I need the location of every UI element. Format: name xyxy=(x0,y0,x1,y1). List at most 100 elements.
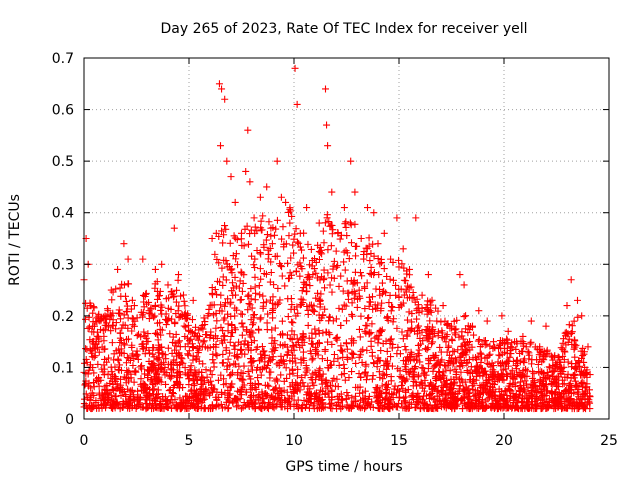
data-point xyxy=(227,370,235,378)
data-point xyxy=(495,351,503,359)
data-point xyxy=(172,310,180,318)
data-point xyxy=(328,396,336,404)
data-point xyxy=(214,376,222,384)
data-point xyxy=(124,368,132,376)
data-point xyxy=(536,343,544,351)
data-point xyxy=(309,271,317,279)
data-point xyxy=(269,353,277,361)
data-point xyxy=(163,316,171,324)
data-point xyxy=(231,304,239,312)
data-point xyxy=(232,250,240,258)
data-point xyxy=(519,332,527,340)
data-point xyxy=(156,325,164,333)
data-point xyxy=(293,380,301,388)
data-point xyxy=(333,263,341,271)
data-point xyxy=(273,375,281,383)
data-point xyxy=(221,302,229,310)
data-point xyxy=(418,364,426,372)
data-point xyxy=(158,349,166,357)
data-point xyxy=(128,386,136,394)
data-point xyxy=(458,405,466,413)
data-point xyxy=(292,225,300,233)
data-point xyxy=(284,313,292,321)
data-point xyxy=(196,342,204,350)
y-axis-label: ROTI / TECUs xyxy=(7,194,23,286)
data-point xyxy=(103,396,111,404)
data-point xyxy=(565,321,573,329)
data-point xyxy=(132,368,140,376)
data-point xyxy=(374,339,382,347)
data-point xyxy=(528,360,536,368)
data-point xyxy=(443,391,451,399)
data-point xyxy=(176,343,184,351)
data-point xyxy=(314,289,322,297)
data-point xyxy=(422,392,430,400)
data-point xyxy=(327,242,335,250)
data-point xyxy=(199,338,207,346)
data-point xyxy=(462,359,470,367)
data-point xyxy=(324,246,332,254)
data-point xyxy=(101,312,109,320)
data-point xyxy=(477,365,485,373)
data-point xyxy=(579,402,587,410)
data-point xyxy=(554,383,562,391)
data-point xyxy=(383,314,391,322)
x-tick-label: 20 xyxy=(495,433,513,449)
data-point xyxy=(196,385,204,393)
data-point xyxy=(312,350,320,358)
data-point xyxy=(459,350,467,358)
data-point xyxy=(428,323,436,331)
data-point xyxy=(215,80,223,88)
data-point xyxy=(129,315,137,323)
data-point xyxy=(274,284,282,292)
data-point xyxy=(387,335,395,343)
data-point xyxy=(319,329,327,337)
data-point xyxy=(298,374,306,382)
data-point xyxy=(571,353,579,361)
data-point xyxy=(573,381,581,389)
data-point xyxy=(502,359,510,367)
data-point xyxy=(384,401,392,409)
data-point xyxy=(278,272,286,280)
data-point xyxy=(335,304,343,312)
data-point xyxy=(543,397,551,405)
data-point xyxy=(312,330,320,338)
data-point xyxy=(297,300,305,308)
data-point xyxy=(359,346,367,354)
axis-ticks xyxy=(83,57,610,420)
data-point xyxy=(166,330,174,338)
data-point xyxy=(114,355,122,363)
data-point xyxy=(224,386,232,394)
data-point xyxy=(120,311,128,319)
data-point xyxy=(316,243,324,251)
data-point xyxy=(548,388,556,396)
data-point xyxy=(353,303,361,311)
data-point xyxy=(95,382,103,390)
data-point xyxy=(457,396,465,404)
data-point xyxy=(288,379,296,387)
data-point xyxy=(575,358,583,366)
data-point xyxy=(105,395,113,403)
data-point xyxy=(369,372,377,380)
data-point xyxy=(323,121,331,129)
data-point xyxy=(277,193,285,201)
data-point xyxy=(298,246,306,254)
data-point xyxy=(296,259,304,267)
data-point xyxy=(495,395,503,403)
data-point xyxy=(244,368,252,376)
data-point xyxy=(161,363,169,371)
data-point xyxy=(451,396,459,404)
data-point xyxy=(364,400,372,408)
data-point xyxy=(512,390,520,398)
data-point xyxy=(513,356,521,364)
data-point xyxy=(95,389,103,397)
data-point xyxy=(212,229,220,237)
data-point xyxy=(312,258,320,266)
data-point xyxy=(394,386,402,394)
data-point xyxy=(276,398,284,406)
y-tick-label: 0 xyxy=(65,412,74,428)
data-point xyxy=(459,387,467,395)
data-point xyxy=(109,316,117,324)
data-point xyxy=(137,403,145,411)
data-point xyxy=(475,307,483,315)
